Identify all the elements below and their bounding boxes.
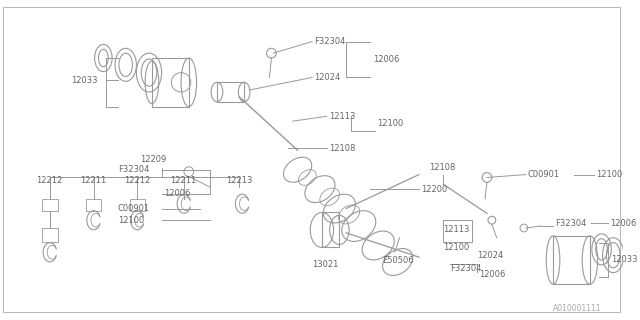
Text: 12006: 12006 <box>611 219 637 228</box>
Bar <box>553 236 590 284</box>
Text: 12108: 12108 <box>329 144 355 153</box>
Bar <box>42 199 58 211</box>
Text: F32304: F32304 <box>450 264 481 273</box>
Text: F32304: F32304 <box>118 165 149 174</box>
Text: F32304: F32304 <box>555 219 586 228</box>
Text: 12100: 12100 <box>444 243 470 252</box>
Text: 12113: 12113 <box>444 225 470 235</box>
Text: 12024: 12024 <box>477 251 504 260</box>
Text: 12212: 12212 <box>36 176 63 185</box>
Text: 12211: 12211 <box>170 176 196 185</box>
Text: 12033: 12033 <box>611 255 638 264</box>
Text: 12212: 12212 <box>124 176 150 185</box>
Text: A010001111: A010001111 <box>553 304 602 313</box>
Bar <box>322 212 339 247</box>
Text: 12100: 12100 <box>377 119 403 128</box>
Text: 12108: 12108 <box>429 163 455 172</box>
Text: 12200: 12200 <box>421 185 447 194</box>
Text: 12033: 12033 <box>71 76 98 85</box>
Text: 12006: 12006 <box>479 270 506 279</box>
Text: 12100: 12100 <box>596 170 622 179</box>
Text: 12006: 12006 <box>164 189 191 198</box>
Text: 12024: 12024 <box>314 73 340 82</box>
Text: F32304: F32304 <box>314 37 346 46</box>
Text: 12006: 12006 <box>373 55 400 64</box>
Text: E50506: E50506 <box>382 256 413 265</box>
Bar <box>444 220 472 242</box>
Text: C00901: C00901 <box>528 170 560 179</box>
Bar <box>152 58 189 107</box>
Bar <box>86 199 101 211</box>
Bar <box>42 228 58 242</box>
Text: 12211: 12211 <box>80 176 106 185</box>
Text: 12100: 12100 <box>118 216 144 225</box>
Text: 12209: 12209 <box>140 156 166 164</box>
Text: 12113: 12113 <box>329 112 355 121</box>
Bar <box>217 82 244 102</box>
Bar <box>129 199 145 211</box>
Text: 12213: 12213 <box>226 176 252 185</box>
Text: C00901: C00901 <box>118 204 150 213</box>
Text: 13021: 13021 <box>312 260 339 269</box>
